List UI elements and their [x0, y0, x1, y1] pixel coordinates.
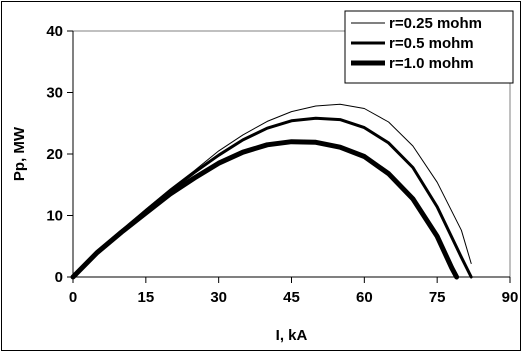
- x-tick-label: 30: [210, 289, 227, 306]
- legend-label-series-2: r=0.5 mohm: [389, 35, 474, 52]
- x-tick-label: 60: [356, 289, 373, 306]
- y-tick-label: 20: [46, 146, 63, 163]
- plot-area: 0 10 20 30 40 0 15 30 45 60 75 90: [46, 23, 518, 306]
- x-tick-label: 45: [283, 289, 300, 306]
- y-tick-label: 40: [46, 23, 63, 40]
- x-tick-label: 90: [502, 289, 519, 306]
- series-line-3: [70, 139, 460, 280]
- y-axis-label: Pp, MW: [11, 126, 28, 181]
- legend: r=0.25 mohm r=0.5 mohm r=1.0 mohm: [344, 10, 514, 84]
- x-tick-label: 75: [429, 289, 446, 306]
- legend-label-series-3: r=1.0 mohm: [389, 55, 474, 72]
- y-tick-label: 30: [46, 85, 63, 102]
- x-tick-label: 15: [137, 289, 154, 306]
- series-line-1: [72, 103, 472, 278]
- x-tick-label: 0: [69, 289, 77, 306]
- legend-label-series-1: r=0.25 mohm: [389, 15, 482, 32]
- x-axis-label: I, kA: [276, 327, 308, 344]
- y-tick-label: 0: [55, 269, 63, 286]
- y-tick-label: 10: [46, 208, 63, 225]
